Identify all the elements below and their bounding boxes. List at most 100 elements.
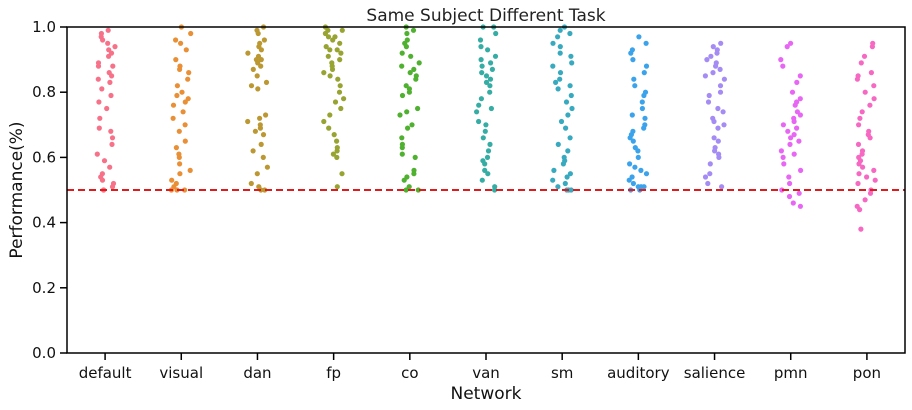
data-point-pon-19 xyxy=(859,151,865,157)
data-point-salience-19 xyxy=(711,118,717,125)
data-point-dan-11 xyxy=(250,66,256,72)
data-point-pmn-1 xyxy=(784,44,790,50)
data-point-dan-22 xyxy=(260,132,267,138)
data-point-van-8 xyxy=(488,60,494,66)
data-point-van-5 xyxy=(485,47,491,53)
data-point-co-6 xyxy=(399,50,405,56)
data-point-visual-20 xyxy=(176,154,182,160)
data-point-fp-28 xyxy=(334,154,340,160)
data-point-sm-11 xyxy=(557,76,563,82)
data-point-van-17 xyxy=(478,96,484,102)
y-tick-label: 0.2 xyxy=(32,279,56,297)
data-point-default-27 xyxy=(109,184,116,190)
data-point-salience-16 xyxy=(715,105,721,112)
data-point-default-12 xyxy=(108,92,114,99)
data-point-fp-34 xyxy=(334,47,340,53)
data-point-salience-21 xyxy=(715,125,721,131)
data-point-fp-31 xyxy=(323,44,329,50)
data-point-sm-20 xyxy=(563,125,569,131)
data-point-pmn-3 xyxy=(780,63,786,69)
x-tick-label-dan: dan xyxy=(243,364,271,382)
data-point-co-26 xyxy=(412,154,418,160)
data-point-auditory-4 xyxy=(630,57,636,63)
data-point-sm-31 xyxy=(562,180,568,187)
data-point-van-26 xyxy=(485,148,492,154)
chart-title: Same Subject Different Task xyxy=(366,6,605,26)
data-point-sm-16 xyxy=(563,99,570,105)
data-point-pmn-17 xyxy=(791,132,797,138)
data-point-fp-17 xyxy=(341,96,347,102)
data-point-pmn-27 xyxy=(787,180,793,187)
data-points xyxy=(94,24,878,232)
data-point-pmn-25 xyxy=(798,167,804,173)
data-point-pon-22 xyxy=(856,161,862,167)
data-point-pon-17 xyxy=(855,141,862,147)
data-point-van-9 xyxy=(479,63,485,69)
data-point-salience-31 xyxy=(705,180,711,187)
data-point-salience-10 xyxy=(702,73,709,79)
data-point-pmn-20 xyxy=(787,141,793,147)
data-point-van-7 xyxy=(478,57,484,63)
x-tick-label-salience: salience xyxy=(684,364,746,382)
data-point-auditory-13 xyxy=(629,112,635,118)
data-point-pon-28 xyxy=(855,180,861,187)
data-point-fp-27 xyxy=(330,151,336,157)
data-point-visual-2 xyxy=(178,40,184,46)
data-point-pmn-14 xyxy=(780,122,787,128)
data-point-pon-7 xyxy=(871,83,877,89)
data-point-salience-8 xyxy=(717,66,723,72)
data-point-fp-22 xyxy=(326,125,332,131)
data-point-dan-24 xyxy=(250,148,256,154)
data-point-sm-14 xyxy=(555,86,561,92)
data-point-co-16 xyxy=(399,92,406,99)
data-point-sm-17 xyxy=(569,105,575,112)
data-point-co-12 xyxy=(413,76,419,82)
data-point-auditory-1 xyxy=(643,40,649,46)
data-point-van-29 xyxy=(482,161,488,167)
data-point-van-23 xyxy=(482,128,488,134)
data-point-pon-10 xyxy=(867,102,873,108)
data-point-salience-32 xyxy=(719,184,725,190)
data-point-co-34 xyxy=(399,63,405,69)
data-point-fp-12 xyxy=(321,70,327,76)
data-point-dan-14 xyxy=(248,83,255,89)
data-point-co-10 xyxy=(407,70,413,76)
data-point-visual-18 xyxy=(173,145,179,151)
data-point-co-24 xyxy=(399,145,405,151)
data-point-default-17 xyxy=(108,128,114,134)
data-point-auditory-6 xyxy=(641,70,647,76)
data-point-dan-18 xyxy=(245,118,251,125)
data-point-auditory-27 xyxy=(643,171,650,177)
data-point-visual-23 xyxy=(177,171,183,177)
data-point-pmn-15 xyxy=(794,125,800,131)
data-point-visual-22 xyxy=(187,167,193,173)
data-point-dan-16 xyxy=(263,112,269,118)
data-point-salience-4 xyxy=(708,53,714,59)
x-tick-label-pmn: pmn xyxy=(774,364,808,382)
y-tick-label: 0.4 xyxy=(32,214,56,232)
data-point-salience-15 xyxy=(705,99,712,105)
data-point-dan-28 xyxy=(248,180,254,187)
data-point-visual-30 xyxy=(174,92,180,99)
data-point-salience-17 xyxy=(720,109,726,115)
data-point-pmn-7 xyxy=(797,96,803,102)
data-point-sm-30 xyxy=(550,177,556,183)
data-point-fp-13 xyxy=(327,73,333,79)
data-point-van-22 xyxy=(483,122,489,128)
data-point-pon-13 xyxy=(856,122,862,128)
data-point-co-17 xyxy=(415,105,421,112)
data-point-fp-14 xyxy=(335,76,341,82)
x-tick-label-pon: pon xyxy=(853,364,881,382)
data-point-salience-27 xyxy=(716,154,722,160)
data-point-fp-20 xyxy=(327,112,333,118)
data-point-auditory-20 xyxy=(630,138,636,144)
data-point-fp-32 xyxy=(332,34,338,40)
data-point-auditory-3 xyxy=(628,50,634,56)
data-point-dan-17 xyxy=(257,115,263,121)
data-point-sm-26 xyxy=(560,161,567,167)
data-point-auditory-7 xyxy=(631,76,637,82)
data-point-default-20 xyxy=(94,151,100,157)
data-point-van-11 xyxy=(479,70,485,76)
data-point-co-1 xyxy=(410,27,417,33)
data-point-dan-2 xyxy=(255,30,261,37)
